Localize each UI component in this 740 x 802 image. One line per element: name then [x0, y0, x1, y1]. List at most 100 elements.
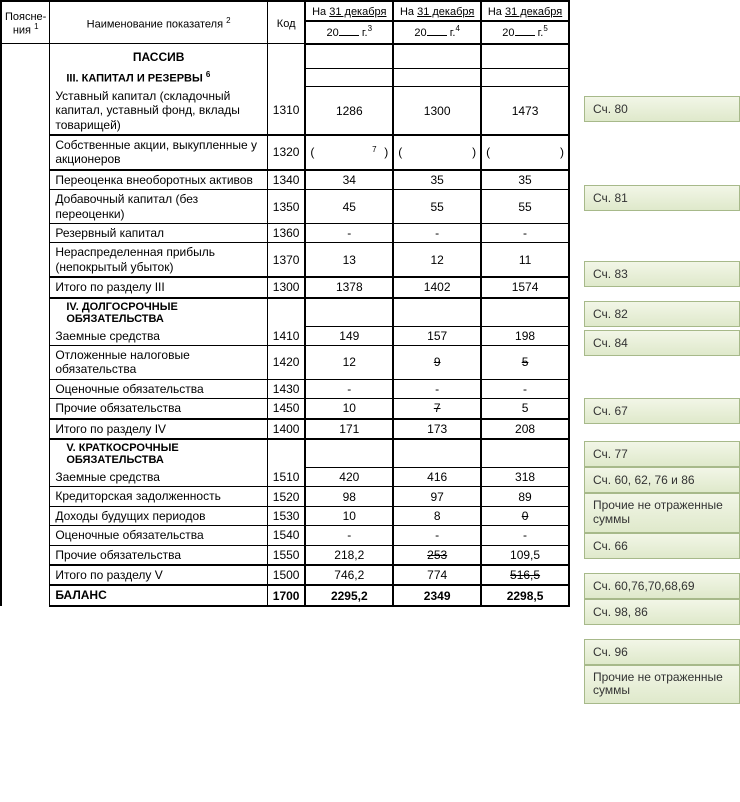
y3-1510: 318: [500, 470, 550, 484]
y3-1310: 1473: [500, 104, 550, 118]
date-underline-3: 31 декабря: [505, 6, 562, 18]
name-1540: Оценочные обязательства: [53, 528, 264, 542]
y3-1300: 1574: [500, 280, 550, 294]
y2-1550: 253: [412, 548, 462, 562]
y3-1360: -: [500, 226, 550, 240]
code-1360: 1360: [267, 223, 305, 242]
y2-1410: 157: [412, 329, 462, 343]
empty-y2: [393, 44, 481, 69]
row-1540: Оценочные обязательства 1540 - - -: [1, 526, 569, 545]
name-1520: Кредиторская задолженность: [53, 489, 264, 503]
code-1300: 1300: [267, 277, 305, 297]
notes-cell: [1, 44, 50, 606]
row-1500: Итого по разделу V 1500 746,2 774 516,5: [1, 565, 569, 585]
balance-table: Поясне- ния 1 Наименование показателя 2 …: [0, 0, 570, 607]
code-1700: 1700: [267, 585, 305, 605]
annotation-box: Сч. 77: [584, 441, 740, 467]
y1-1530: 10: [324, 509, 374, 523]
y3-1540: -: [500, 528, 550, 542]
annotation-box: Сч. 80: [584, 96, 740, 122]
y2-1310: 1300: [412, 104, 462, 118]
y1-1300: 1378: [324, 280, 374, 294]
name-1410: Заемные средства: [53, 329, 264, 343]
code-1320: 1320: [267, 135, 305, 170]
code-1350: 1350: [267, 190, 305, 224]
code-1370: 1370: [267, 243, 305, 277]
code-1430: 1430: [267, 379, 305, 398]
row-1300: Итого по разделу III 1300 1378 1402 1574: [1, 277, 569, 297]
date-prefix-1: На: [312, 6, 326, 18]
y3-1350: 55: [500, 200, 550, 214]
header-year-2: 20 г.4: [393, 21, 481, 44]
y2-1400: 173: [412, 422, 462, 436]
annotation-box: Сч. 67: [584, 398, 740, 424]
y1-1540: -: [324, 528, 374, 542]
year-blank-1: [339, 25, 359, 36]
header-year-3: 20 г.5: [481, 21, 569, 44]
annotation-box: Сч. 66: [584, 533, 740, 559]
year-blank-2: [427, 25, 447, 36]
code-1510: 1510: [267, 468, 305, 487]
header-notes: Поясне- ния 1: [1, 1, 50, 44]
y2-1500: 774: [412, 568, 462, 582]
y3-1430: -: [500, 382, 550, 396]
date-prefix-2: На: [400, 6, 414, 18]
row-1400: Итого по разделу IV 1400 171 173 208: [1, 419, 569, 439]
sup-name: 2: [226, 16, 230, 25]
name-1300: Итого по разделу III: [53, 280, 264, 294]
y1-1310: 1286: [324, 104, 374, 118]
annotation-box: Сч. 60,76,70,68,69: [584, 573, 740, 599]
y3-1320-cell: [481, 135, 569, 170]
name-1530: Доходы будущих периодов: [53, 509, 264, 523]
empty-y3-s5: [481, 439, 569, 468]
code-1550: 1550: [267, 545, 305, 565]
annotation-box: Сч. 96: [584, 639, 740, 665]
y1-1410: 149: [324, 329, 374, 343]
code-1340: 1340: [267, 170, 305, 190]
year-prefix-1: 20: [327, 27, 339, 39]
name-1370: Нераспределенная прибыль (непокрытый убы…: [53, 245, 264, 274]
sup-date1: 3: [368, 24, 372, 33]
year-blank-3: [515, 25, 535, 36]
row-1700: БАЛАНС 1700 2295,2 2349 2298,5: [1, 585, 569, 605]
y1-1340: 34: [324, 173, 374, 187]
year-prefix-2: 20: [414, 27, 426, 39]
row-1410: Заемные средства 1410 149 157 198: [1, 327, 569, 346]
y3-1450: 5: [500, 401, 550, 415]
section-s3: III. КАПИТАЛ И РЕЗЕРВЫ 6: [50, 68, 268, 87]
date-underline-2: 31 декабря: [417, 6, 474, 18]
name-1430: Оценочные обязательства: [53, 382, 264, 396]
y2-1450: 7: [412, 401, 462, 415]
section-s3-text: III. КАПИТАЛ И РЕЗЕРВЫ: [66, 73, 202, 85]
header-date-1: На 31 декабря: [305, 1, 393, 21]
sup-1320: 7: [372, 145, 376, 154]
y1-1520: 98: [324, 490, 374, 504]
y3-1530: 0: [500, 509, 550, 523]
y2-1540: -: [412, 528, 462, 542]
y3-1400: 208: [500, 422, 550, 436]
annotation-box: Сч. 98, 86: [584, 599, 740, 625]
row-1350: Добавочный капитал (без переоценки) 1350…: [1, 190, 569, 224]
date-underline-1: 31 декабря: [329, 6, 386, 18]
name-1360: Резервный капитал: [53, 226, 264, 240]
name-1700: БАЛАНС: [53, 588, 264, 602]
annotation-box: Сч. 60, 62, 76 и 86: [584, 467, 740, 493]
header-date-2: На 31 декабря: [393, 1, 481, 21]
code-1530: 1530: [267, 506, 305, 525]
empty-y1-s5: [305, 439, 393, 468]
row-1450: Прочие обязательства 1450 10 7 5: [1, 399, 569, 419]
name-1550: Прочие обязательства: [53, 548, 264, 562]
empty-code-s5: [267, 439, 305, 468]
empty-y3-s3: [481, 68, 569, 87]
row-s4-heading: IV. ДОЛГОСРОЧНЫЕ ОБЯЗАТЕЛЬСТВА: [1, 298, 569, 327]
y1-1700: 2295,2: [324, 589, 374, 603]
name-1310: Уставный капитал (складочный капитал, ус…: [53, 89, 264, 132]
row-1370: Нераспределенная прибыль (непокрытый убы…: [1, 243, 569, 277]
sup-date3: 5: [543, 24, 547, 33]
annotation-box: Сч. 81: [584, 185, 740, 211]
y2-1360: -: [412, 226, 462, 240]
header-code: Код: [267, 1, 305, 44]
y2-1530: 8: [412, 509, 462, 523]
empty-code-s4: [267, 298, 305, 327]
y2-1510: 416: [412, 470, 462, 484]
